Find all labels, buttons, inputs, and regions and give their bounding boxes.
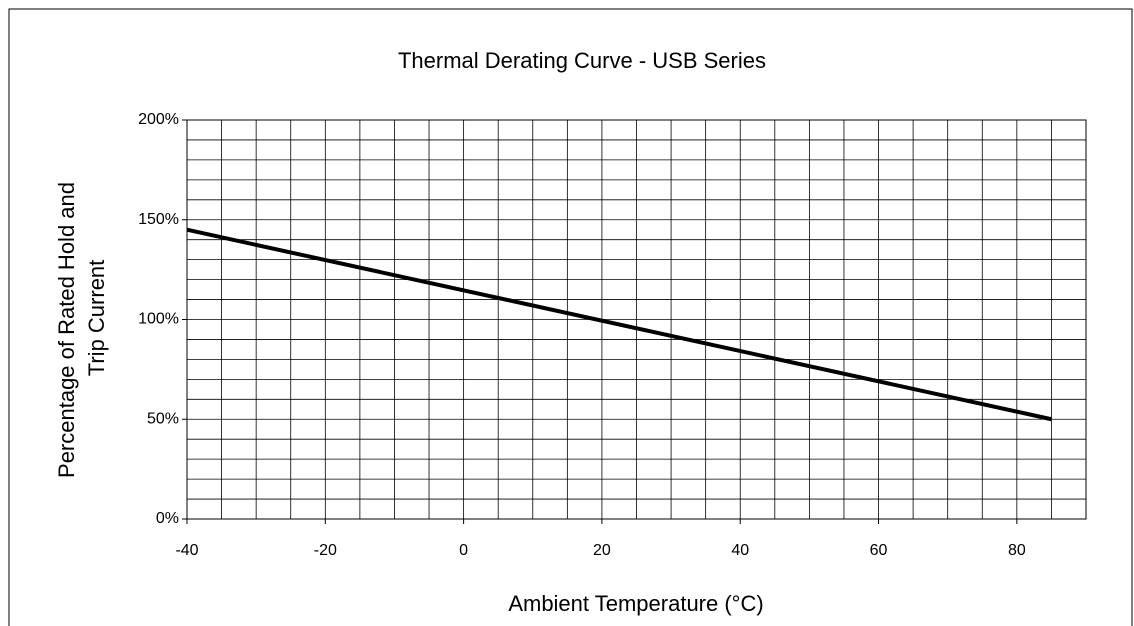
frame: [8, 8, 1133, 626]
y-tick-label: 150%: [138, 211, 179, 228]
y-tick-label: 100%: [138, 311, 179, 328]
data-line: [186, 227, 1052, 422]
x-tick-label: 20: [593, 542, 611, 559]
y-tick-label: 0%: [156, 510, 179, 527]
y-axis-label: Percentage of Rated Hold and: [54, 182, 79, 478]
chart-title: Thermal Derating Curve - USB Series: [398, 48, 766, 73]
x-tick-label: 40: [731, 542, 749, 559]
y-tick-label: 200%: [138, 111, 179, 128]
x-tick-label: -20: [314, 542, 337, 559]
y-axis-label: Trip Current: [84, 260, 109, 377]
x-tick-label: 60: [870, 542, 888, 559]
x-tick-label: 0: [459, 542, 468, 559]
x-tick-label: -40: [175, 542, 198, 559]
x-axis-label: Ambient Temperature (°C): [508, 591, 763, 616]
x-tick-label: 80: [1008, 542, 1026, 559]
y-tick-label: 50%: [147, 410, 179, 427]
